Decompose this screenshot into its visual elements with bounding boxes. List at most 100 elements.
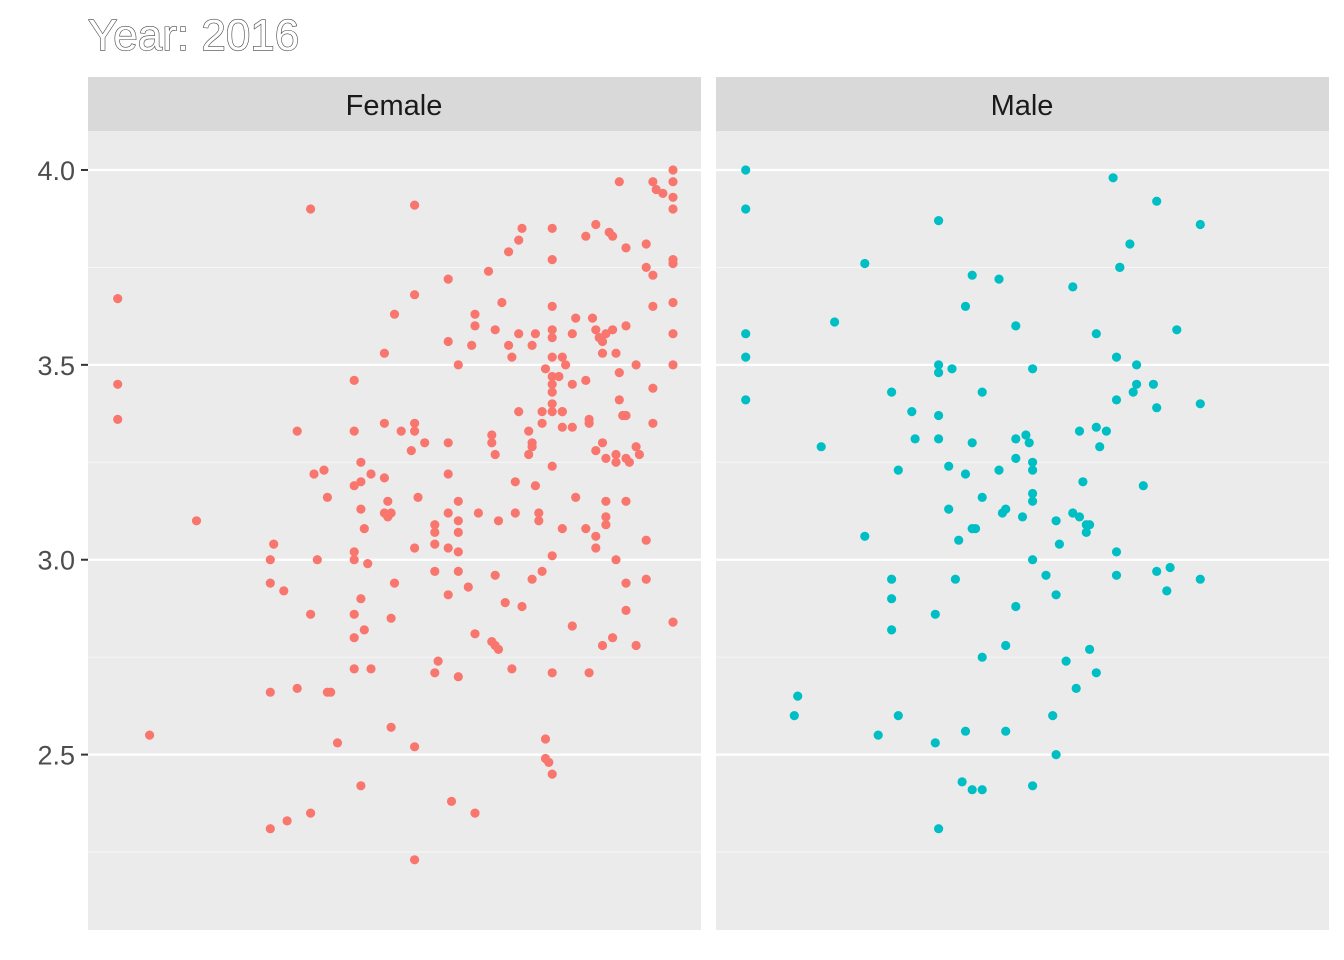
data-point	[453, 516, 463, 526]
data-point	[668, 165, 678, 175]
data-point	[567, 621, 577, 631]
data-point	[527, 340, 537, 350]
data-point	[349, 555, 359, 565]
data-point	[430, 527, 440, 538]
data-point	[1054, 539, 1064, 549]
data-point	[741, 329, 751, 339]
data-point	[319, 465, 329, 475]
data-point	[1195, 219, 1205, 230]
data-point	[507, 352, 517, 362]
data-point	[1078, 477, 1088, 487]
panel-male-points	[741, 165, 1205, 834]
data-point	[497, 297, 507, 308]
data-point	[1101, 426, 1111, 436]
data-point	[668, 297, 678, 308]
data-point	[349, 547, 359, 557]
data-point	[1041, 570, 1051, 580]
data-point	[1138, 481, 1148, 491]
data-point	[410, 200, 420, 210]
data-point	[1132, 360, 1142, 370]
data-point	[279, 586, 289, 596]
data-point	[547, 223, 557, 233]
data-point	[567, 422, 577, 432]
chart-title: Year: 2016	[88, 11, 299, 60]
data-point	[977, 387, 987, 397]
data-point	[621, 243, 631, 253]
data-point	[540, 753, 551, 764]
data-point	[887, 594, 897, 604]
data-point	[113, 294, 123, 304]
y-tick-label: 3.5	[37, 351, 75, 381]
data-point	[1115, 262, 1125, 272]
data-point	[641, 574, 651, 584]
data-point	[524, 449, 534, 460]
data-point	[910, 434, 920, 444]
data-point	[1021, 430, 1031, 440]
data-point	[470, 629, 480, 639]
data-point	[410, 426, 420, 436]
data-point	[557, 352, 567, 362]
data-point	[668, 177, 678, 187]
data-point	[1011, 321, 1021, 331]
data-point	[383, 496, 393, 506]
data-point	[1111, 395, 1122, 405]
data-point	[389, 578, 400, 588]
data-point	[658, 188, 668, 198]
data-point	[587, 313, 598, 323]
data-point	[443, 508, 453, 518]
data-point	[191, 516, 202, 526]
data-point	[591, 219, 601, 230]
data-point	[446, 796, 457, 807]
data-point	[1111, 352, 1122, 362]
panel-female-grid	[88, 168, 701, 853]
data-point	[463, 582, 473, 592]
data-point	[601, 329, 611, 339]
data-point	[608, 633, 618, 643]
panel-male-grid	[716, 168, 1329, 853]
data-point	[1028, 496, 1038, 506]
data-point	[356, 457, 366, 467]
data-point	[410, 543, 420, 553]
data-point	[930, 609, 940, 619]
y-tick-label: 2.5	[37, 741, 75, 771]
data-point	[547, 769, 557, 779]
data-point	[601, 496, 611, 506]
data-point	[614, 177, 624, 187]
data-point	[648, 301, 658, 311]
y-axis: 2.5 3.0 3.5 4.0	[37, 156, 88, 771]
data-point	[1028, 781, 1038, 791]
data-point	[581, 524, 591, 534]
data-point	[860, 258, 870, 269]
data-point	[265, 555, 275, 565]
panel-male-strip-label: Male	[991, 90, 1054, 122]
data-point	[1028, 465, 1038, 475]
data-point	[611, 449, 621, 460]
data-point	[292, 426, 302, 436]
data-point	[443, 543, 453, 553]
data-point	[443, 336, 453, 347]
data-point	[893, 711, 903, 721]
data-point	[1028, 457, 1038, 467]
data-point	[1074, 512, 1085, 522]
data-point	[453, 527, 463, 538]
data-point	[430, 539, 440, 549]
data-point	[594, 333, 604, 343]
data-point	[1165, 562, 1175, 573]
data-point	[443, 469, 453, 479]
data-point	[648, 418, 658, 428]
panel-male-strip	[716, 77, 1329, 131]
data-point	[332, 738, 343, 748]
data-point	[443, 590, 453, 600]
data-point	[547, 371, 557, 382]
data-point	[591, 325, 601, 335]
data-point	[379, 418, 389, 428]
data-point	[830, 317, 840, 327]
data-point	[527, 574, 537, 584]
data-point	[363, 559, 373, 569]
data-point	[641, 535, 651, 545]
data-point	[970, 524, 981, 534]
data-point	[887, 387, 897, 397]
data-point	[567, 329, 577, 339]
data-point	[359, 625, 369, 635]
data-point	[789, 711, 799, 721]
